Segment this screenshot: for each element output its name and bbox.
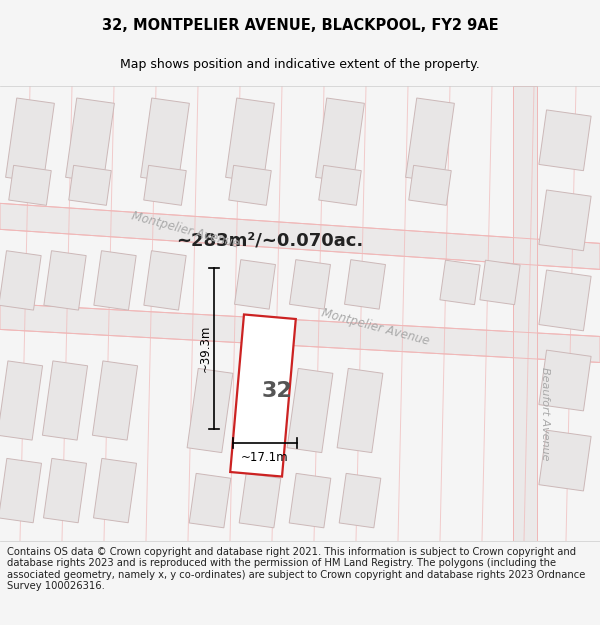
Polygon shape [94, 251, 136, 310]
Text: Montpelier Avenue: Montpelier Avenue [320, 307, 431, 348]
Polygon shape [237, 368, 283, 452]
Polygon shape [94, 458, 137, 522]
Polygon shape [92, 361, 137, 440]
Polygon shape [230, 314, 296, 476]
Text: Map shows position and indicative extent of the property.: Map shows position and indicative extent… [120, 58, 480, 71]
Polygon shape [409, 166, 451, 206]
Polygon shape [480, 260, 520, 304]
Polygon shape [290, 259, 331, 309]
Polygon shape [235, 259, 275, 309]
Polygon shape [0, 203, 600, 269]
Polygon shape [539, 270, 591, 331]
Polygon shape [539, 110, 591, 171]
Polygon shape [239, 473, 281, 528]
Polygon shape [539, 430, 591, 491]
Polygon shape [0, 251, 41, 310]
Polygon shape [226, 98, 274, 182]
Polygon shape [9, 166, 51, 206]
Polygon shape [0, 458, 41, 522]
Polygon shape [440, 260, 480, 304]
Polygon shape [339, 473, 381, 528]
Polygon shape [316, 98, 364, 182]
Polygon shape [5, 98, 55, 182]
Polygon shape [513, 86, 537, 541]
Polygon shape [44, 251, 86, 310]
Text: ~17.1m: ~17.1m [241, 451, 289, 464]
Polygon shape [319, 166, 361, 206]
Text: Contains OS data © Crown copyright and database right 2021. This information is : Contains OS data © Crown copyright and d… [7, 546, 586, 591]
Polygon shape [539, 190, 591, 251]
Polygon shape [406, 98, 454, 182]
Text: 32: 32 [262, 381, 292, 401]
Polygon shape [144, 166, 186, 206]
Polygon shape [0, 303, 600, 362]
Text: Beaufort Avenue: Beaufort Avenue [540, 367, 550, 461]
Polygon shape [69, 166, 111, 206]
Polygon shape [189, 473, 231, 528]
Polygon shape [144, 251, 186, 310]
Polygon shape [187, 368, 233, 452]
Polygon shape [65, 98, 115, 182]
Polygon shape [140, 98, 190, 182]
Polygon shape [43, 458, 86, 522]
Text: ~283m²/~0.070ac.: ~283m²/~0.070ac. [176, 231, 364, 249]
Polygon shape [43, 361, 88, 440]
Polygon shape [287, 368, 333, 452]
Polygon shape [344, 259, 385, 309]
Polygon shape [539, 350, 591, 411]
Polygon shape [0, 361, 43, 440]
Polygon shape [289, 473, 331, 528]
Text: 32, MONTPELIER AVENUE, BLACKPOOL, FY2 9AE: 32, MONTPELIER AVENUE, BLACKPOOL, FY2 9A… [101, 18, 499, 33]
Polygon shape [337, 368, 383, 452]
Polygon shape [229, 166, 271, 206]
Text: ~39.3m: ~39.3m [199, 325, 212, 372]
Text: Montpelier Avenue: Montpelier Avenue [130, 210, 241, 251]
